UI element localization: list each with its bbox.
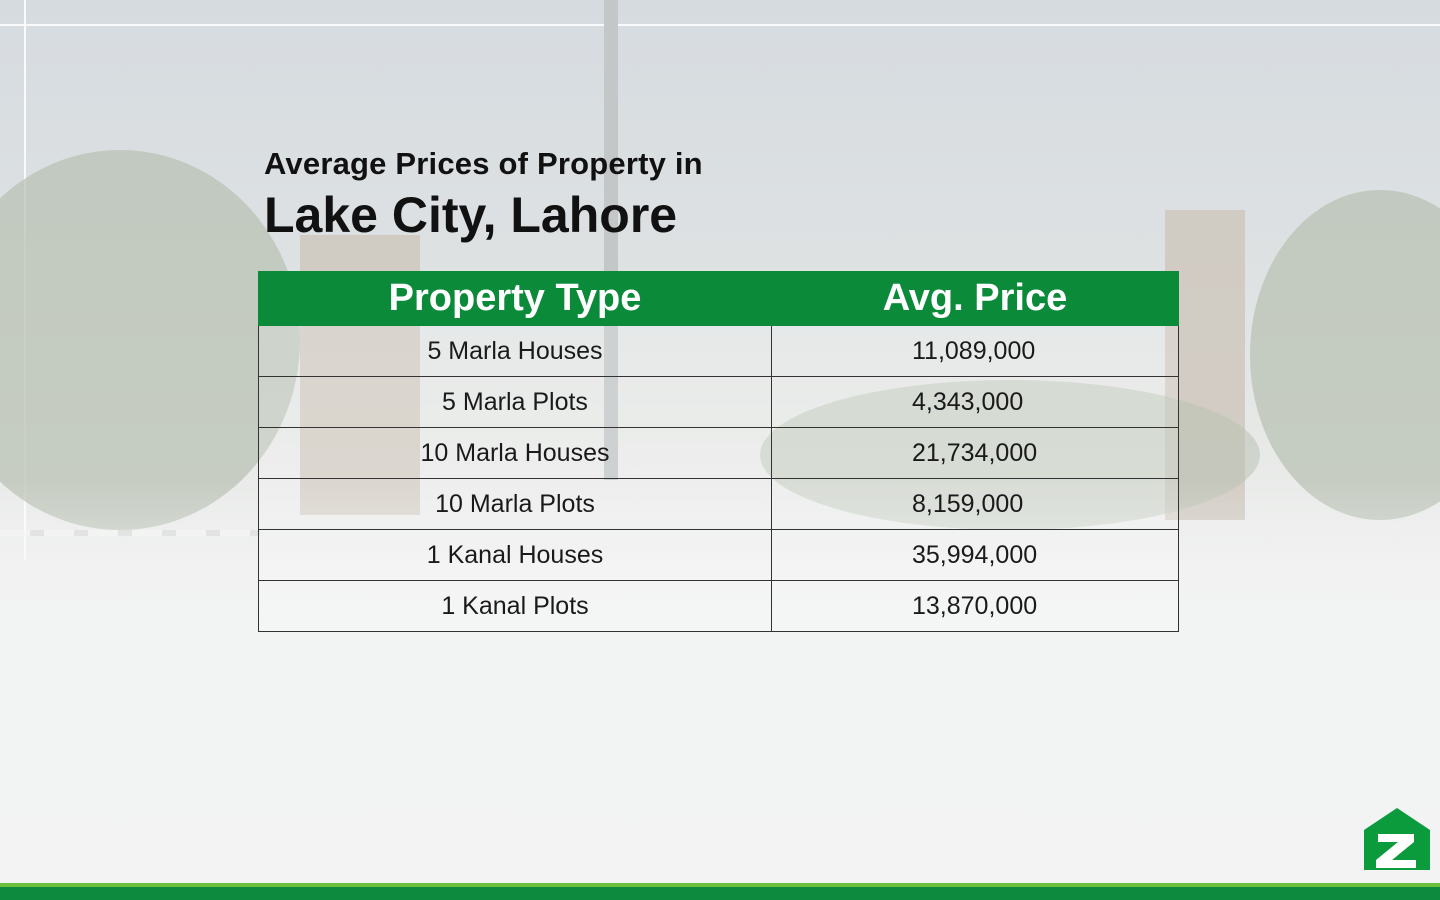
table-row: 1 Kanal Plots 13,870,000 bbox=[258, 580, 1179, 632]
avg-price-cell: 35,994,000 bbox=[771, 529, 1179, 581]
column-header-property-type: Property Type bbox=[258, 271, 772, 326]
property-type-cell: 10 Marla Houses bbox=[258, 427, 772, 479]
column-header-avg-price: Avg. Price bbox=[771, 271, 1179, 326]
avg-price-cell: 11,089,000 bbox=[771, 325, 1179, 377]
table-header-row: Property Type Avg. Price bbox=[258, 271, 1179, 326]
zameen-house-logo-icon bbox=[1364, 808, 1430, 870]
page-title: Lake City, Lahore bbox=[264, 187, 678, 243]
table-row: 10 Marla Houses 21,734,000 bbox=[258, 427, 1179, 479]
avg-price-cell: 13,870,000 bbox=[771, 580, 1179, 632]
property-type-cell: 1 Kanal Houses bbox=[258, 529, 772, 581]
avg-price-cell: 4,343,000 bbox=[771, 376, 1179, 428]
property-type-cell: 1 Kanal Plots bbox=[258, 580, 772, 632]
tree-left bbox=[0, 150, 300, 530]
page-subtitle: Average Prices of Property in bbox=[264, 146, 703, 181]
avg-price-cell: 8,159,000 bbox=[771, 478, 1179, 530]
property-type-cell: 5 Marla Plots bbox=[258, 376, 772, 428]
table-row: 10 Marla Plots 8,159,000 bbox=[258, 478, 1179, 530]
table-row: 5 Marla Houses 11,089,000 bbox=[258, 325, 1179, 377]
frame-line-horizontal bbox=[0, 24, 1440, 26]
property-type-cell: 10 Marla Plots bbox=[258, 478, 772, 530]
bottom-brand-bar bbox=[0, 883, 1440, 900]
price-table: Property Type Avg. Price 5 Marla Houses … bbox=[258, 271, 1179, 632]
table-row: 5 Marla Plots 4,343,000 bbox=[258, 376, 1179, 428]
table-row: 1 Kanal Houses 35,994,000 bbox=[258, 529, 1179, 581]
avg-price-cell: 21,734,000 bbox=[771, 427, 1179, 479]
property-type-cell: 5 Marla Houses bbox=[258, 325, 772, 377]
